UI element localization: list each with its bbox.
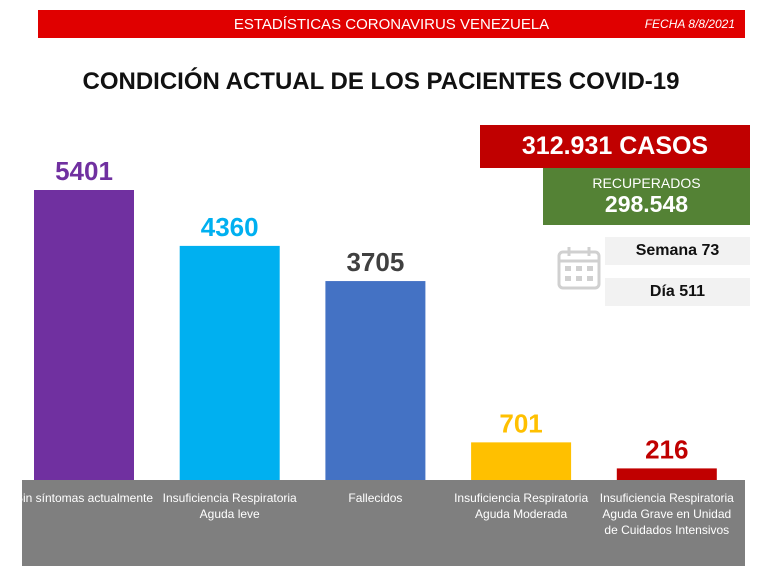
bar — [34, 190, 134, 480]
category-band — [22, 480, 745, 566]
category-label: Sin síntomas actualmente — [14, 491, 154, 505]
value-label: 216 — [645, 434, 688, 464]
category-label: Fallecidos — [348, 491, 403, 505]
day-box: Día 511 — [605, 278, 750, 306]
bar — [325, 281, 426, 480]
bar — [471, 442, 572, 480]
bar — [616, 468, 717, 480]
header-date: FECHA 8/8/2021 — [644, 17, 735, 31]
recovered-box: RECUPERADOS 298.548 — [543, 168, 750, 225]
value-label: 701 — [499, 408, 542, 438]
category-label: Insuficiencia Respiratoria Aguda Grave e… — [599, 491, 734, 537]
value-label: 3705 — [346, 247, 404, 277]
recovered-value: 298.548 — [604, 191, 689, 217]
week-box: Semana 73 — [605, 237, 750, 265]
category-label: Insuficiencia Respiratoria Aguda leve — [162, 491, 297, 521]
cases-box: 312.931 CASOS — [480, 125, 750, 168]
value-label: 5401 — [55, 156, 113, 186]
header-title: ESTADÍSTICAS CORONAVIRUS VENEZUELA — [233, 15, 550, 33]
chart-title: CONDICIÓN ACTUAL DE LOS PACIENTES COVID-… — [82, 68, 680, 95]
recovered-label: RECUPERADOS — [592, 175, 701, 191]
calendar-icon — [557, 247, 601, 290]
category-label: Insuficiencia Respiratoria Aguda Moderad… — [454, 491, 589, 521]
bar — [179, 245, 280, 480]
value-label: 4360 — [201, 212, 259, 242]
header-bar: ESTADÍSTICAS CORONAVIRUS VENEZUELA FECHA… — [38, 10, 745, 38]
